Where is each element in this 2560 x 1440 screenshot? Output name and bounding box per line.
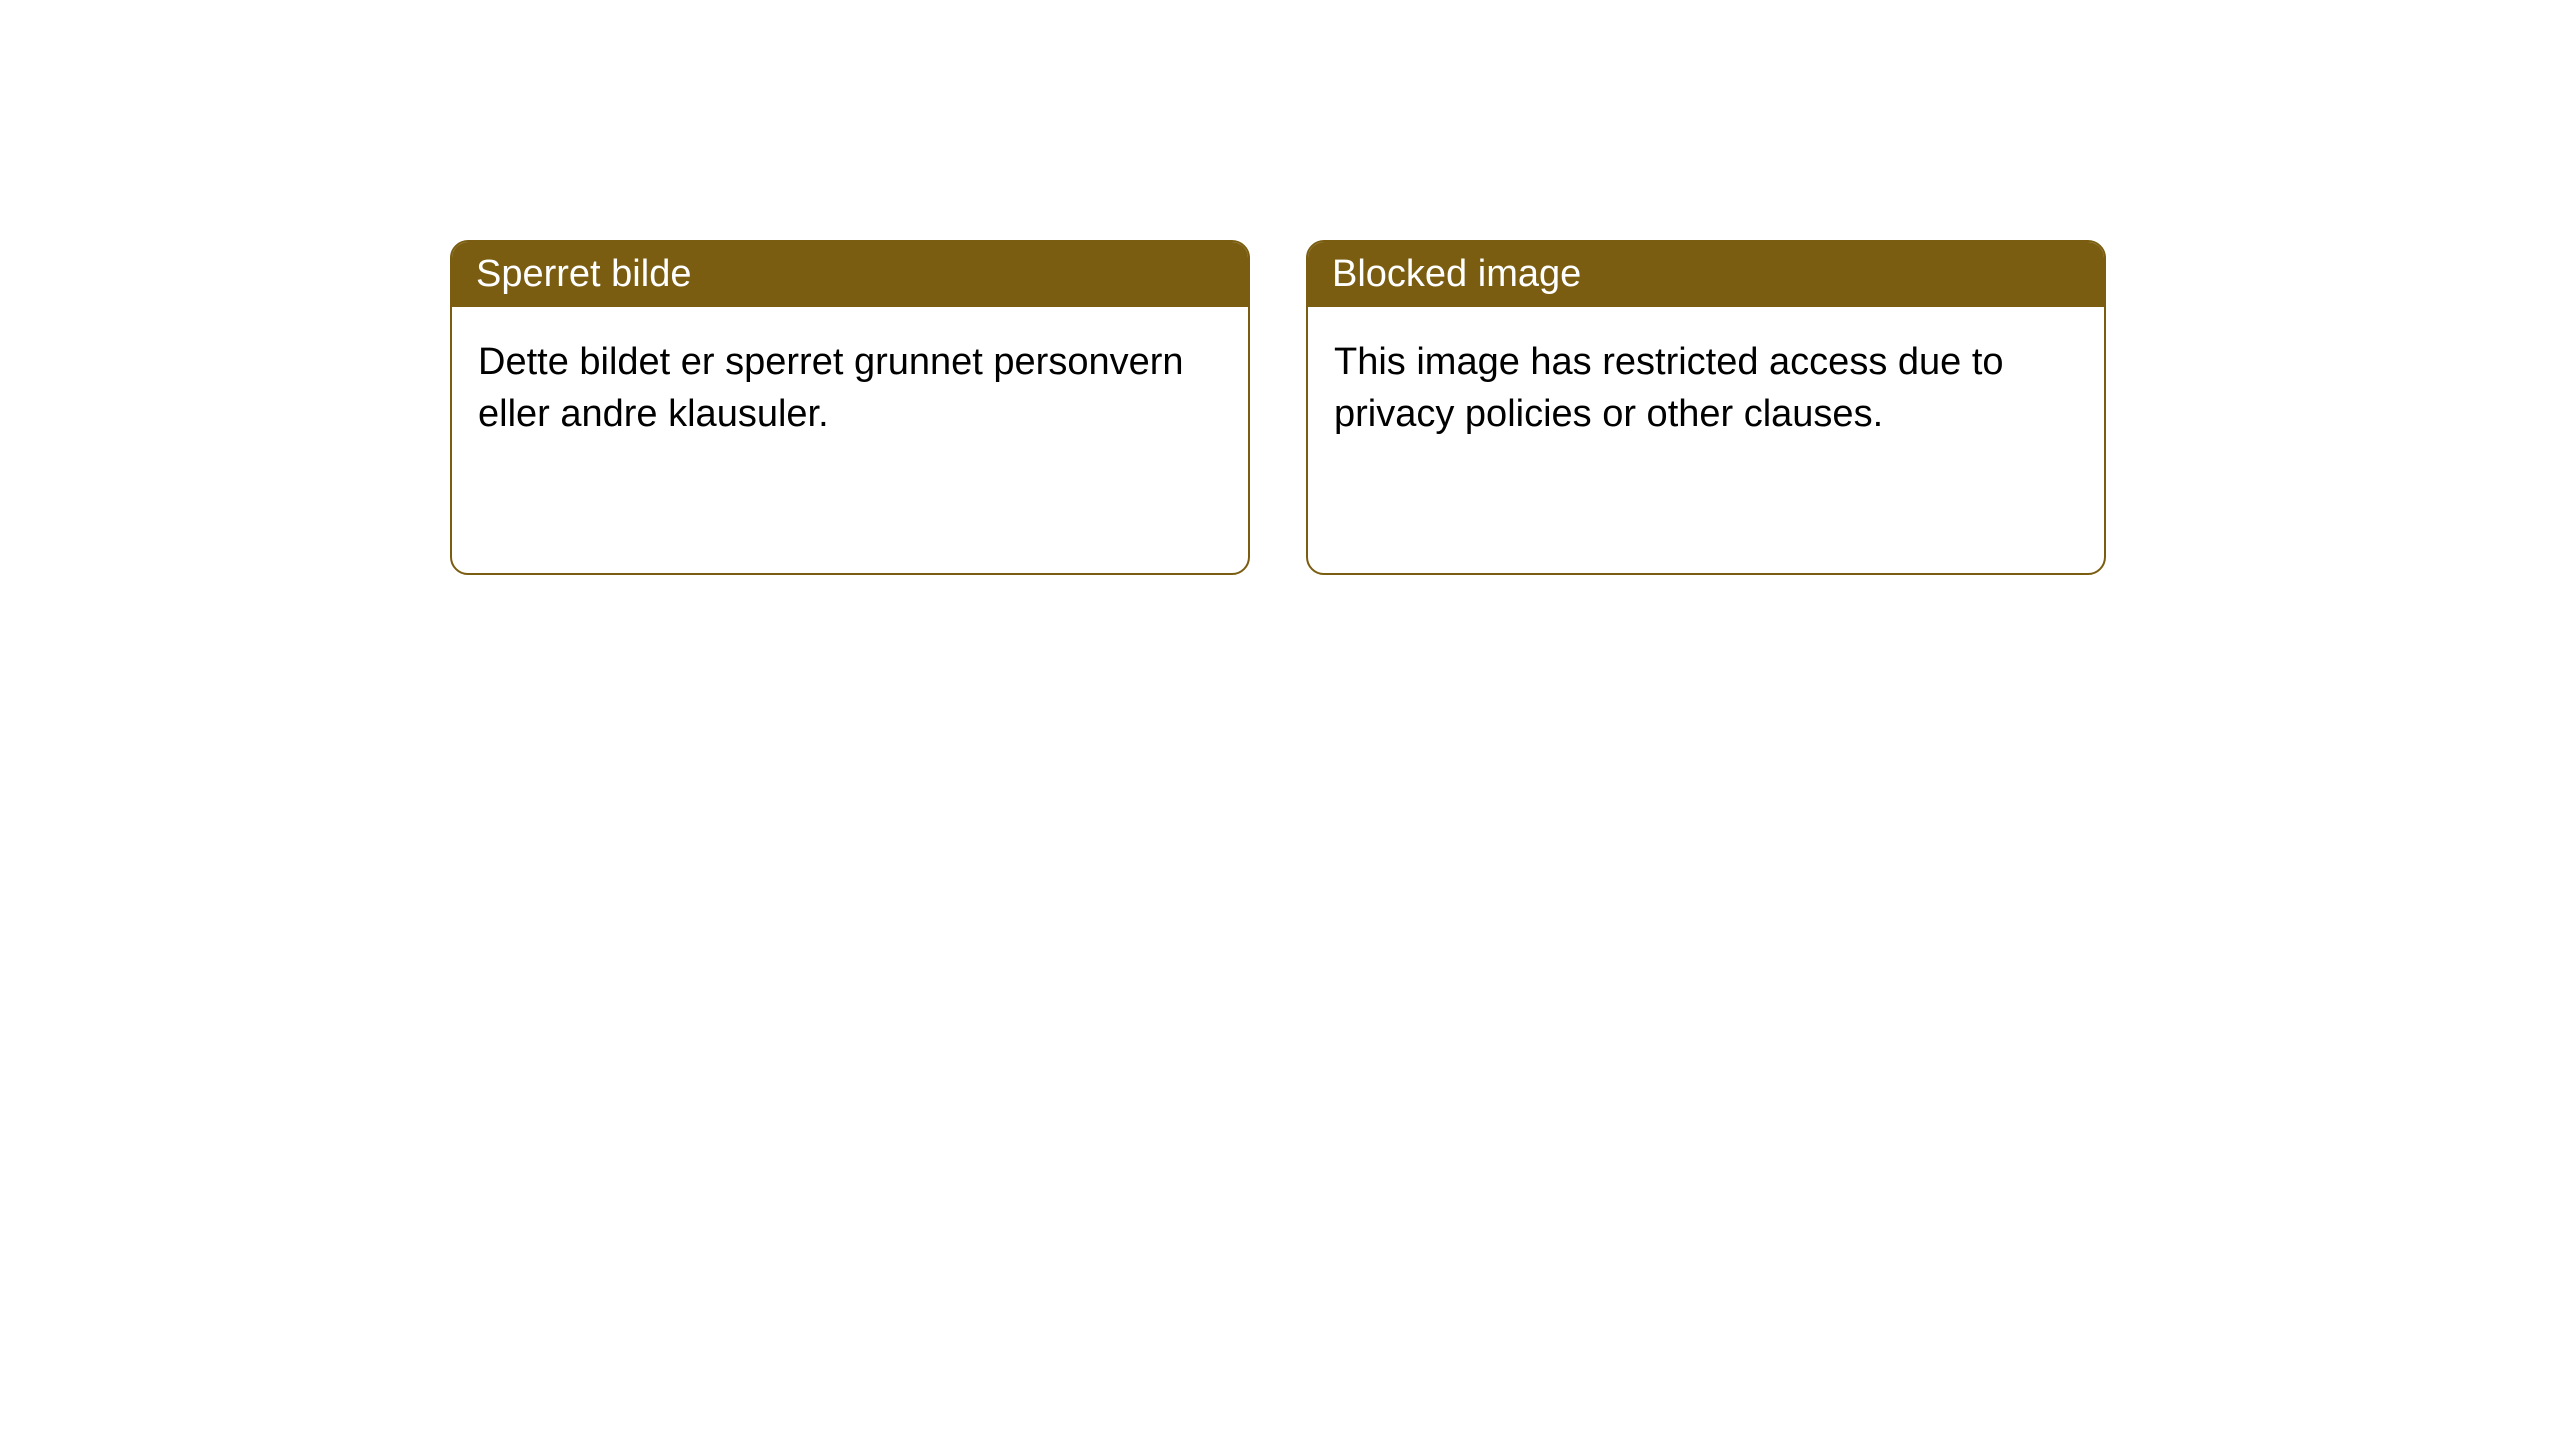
notice-box-english: Blocked image This image has restricted … bbox=[1306, 240, 2106, 575]
notice-title-norwegian: Sperret bilde bbox=[452, 242, 1248, 307]
notice-title-english: Blocked image bbox=[1308, 242, 2104, 307]
notice-body-norwegian: Dette bildet er sperret grunnet personve… bbox=[452, 307, 1248, 470]
notice-box-norwegian: Sperret bilde Dette bildet er sperret gr… bbox=[450, 240, 1250, 575]
notice-container: Sperret bilde Dette bildet er sperret gr… bbox=[0, 0, 2560, 575]
notice-body-english: This image has restricted access due to … bbox=[1308, 307, 2104, 470]
